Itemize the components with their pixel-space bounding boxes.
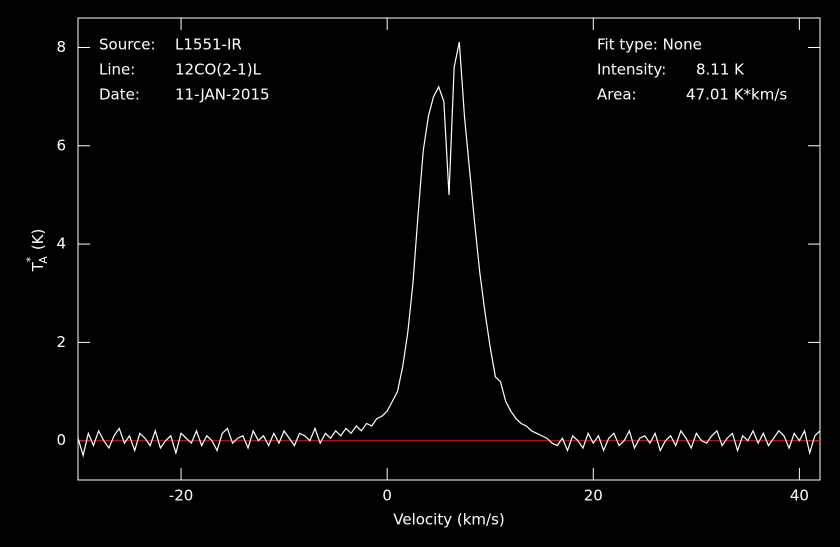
x-tick-label: 20: [584, 487, 603, 505]
x-tick-label: -20: [169, 487, 194, 505]
annotation-label: Date:: [99, 86, 140, 104]
y-tick-label: 6: [56, 136, 66, 154]
annotation-label: Intensity:: [597, 61, 666, 79]
annotation-value: 12CO(2-1)L: [175, 61, 262, 79]
annotation-value: 8.11 K: [696, 61, 745, 79]
annotation-value: 11-JAN-2015: [175, 86, 270, 104]
y-tick-label: 0: [56, 431, 66, 449]
x-tick-label: 0: [382, 487, 392, 505]
y-label-sup: *: [24, 256, 37, 262]
y-label-unit: (K): [29, 229, 47, 251]
annotation-label: Line:: [99, 61, 135, 79]
annotation-value: 47.01 K*km/s: [686, 86, 787, 104]
y-tick-label: 4: [56, 235, 66, 253]
x-tick-label: 40: [790, 487, 809, 505]
plot-frame: [77, 17, 821, 481]
y-tick-label: 2: [56, 333, 66, 351]
y-axis-label: T*A (K): [24, 229, 50, 273]
annotation-value: L1551-IR: [175, 36, 242, 54]
y-tick-label: 8: [56, 38, 66, 56]
x-axis-label: Velocity (km/s): [393, 511, 504, 529]
spectrum-line: [77, 41, 821, 458]
annotation-label: Source:: [99, 36, 156, 54]
y-axis-label-text: T*A (K): [24, 229, 50, 273]
annotation-label: Area:: [597, 86, 637, 104]
annotation-label: Fit type: None: [597, 36, 702, 54]
y-label-sub: A: [37, 256, 50, 264]
y-label-main: T: [29, 261, 47, 272]
